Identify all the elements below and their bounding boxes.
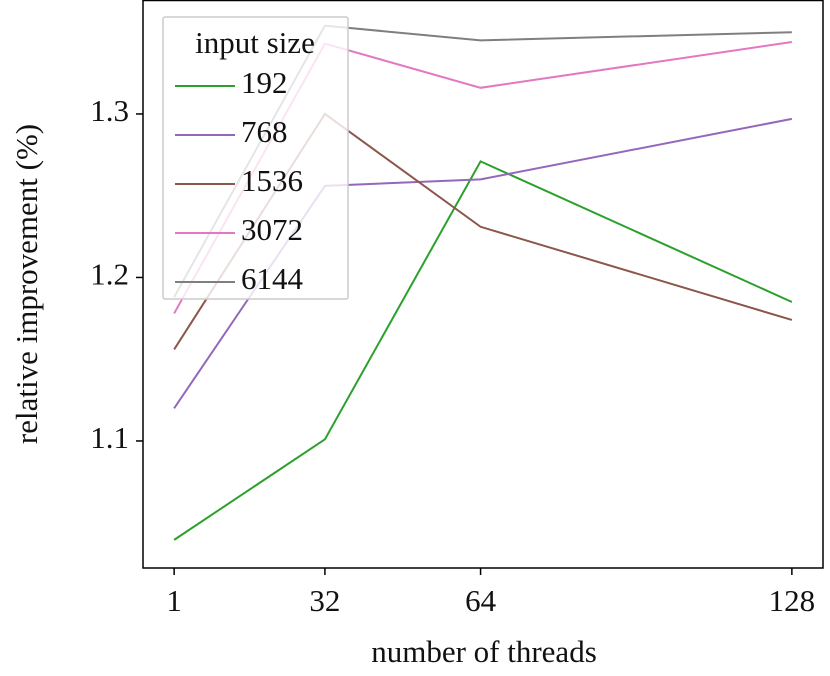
y-tick-label: 1.3 bbox=[90, 93, 129, 128]
series-line bbox=[173, 160, 793, 541]
plot-frame bbox=[142, 0, 824, 569]
legend-label: 1536 bbox=[241, 163, 303, 198]
y-tick-label: 1.2 bbox=[90, 257, 129, 292]
x-tick-label: 64 bbox=[465, 583, 497, 618]
x-axis-label: number of threads bbox=[371, 634, 597, 669]
legend-label: 768 bbox=[241, 114, 288, 149]
y-tick-label: 1.1 bbox=[90, 420, 129, 455]
x-tick-label: 1 bbox=[166, 583, 182, 618]
legend-label: 3072 bbox=[241, 212, 303, 247]
legend-label: 6144 bbox=[241, 261, 304, 296]
y-axis-label: relative improvement (%) bbox=[9, 124, 44, 444]
x-tick-label: 32 bbox=[309, 583, 340, 618]
legend-box bbox=[162, 16, 349, 300]
legend-label: 192 bbox=[241, 65, 288, 100]
legend-title: input size bbox=[195, 25, 315, 60]
x-tick-label: 128 bbox=[769, 583, 816, 618]
